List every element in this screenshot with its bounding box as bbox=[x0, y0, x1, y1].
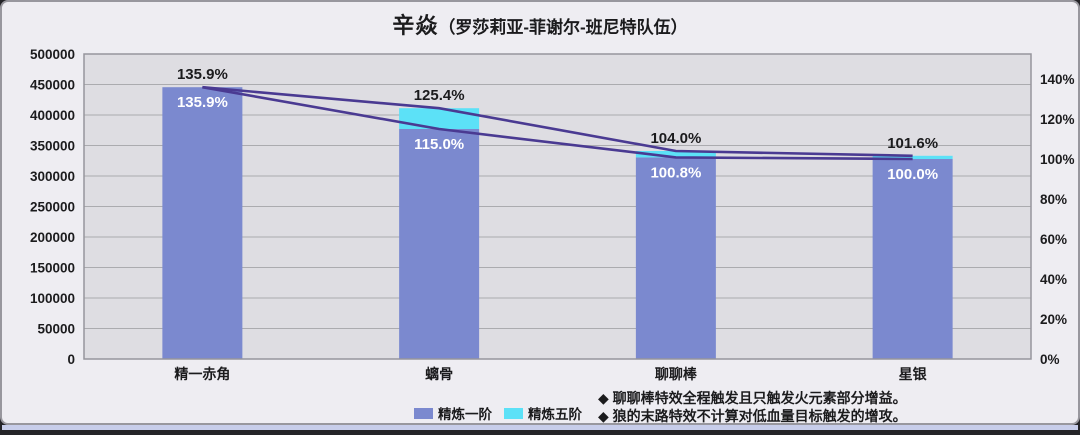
y-axis-tick-left: 200000 bbox=[30, 230, 75, 245]
legend-item-refine-5: 精炼五阶 bbox=[504, 403, 582, 423]
bar-refine-1 bbox=[872, 159, 953, 359]
x-axis-label: 精一赤角 bbox=[174, 366, 230, 382]
footnote-line-2: ◆ 狼的末路特效不计算对低血量目标触发的增攻。 bbox=[598, 408, 907, 424]
window-bottom-edge bbox=[2, 425, 1078, 430]
chart-title: 辛焱（罗莎莉亚-菲谢尔-班尼特队伍） bbox=[2, 8, 1078, 40]
value-label-top: 104.0% bbox=[650, 130, 701, 147]
chart-card: 辛焱（罗莎莉亚-菲谢尔-班尼特队伍） 135.9% 135.9% 精一赤角 125.4… bbox=[0, 0, 1080, 425]
x-axis-label: 聊聊棒 bbox=[655, 366, 698, 382]
y-axis-tick-left: 0 bbox=[67, 352, 75, 367]
y-axis-tick-right: 20% bbox=[1040, 312, 1067, 327]
chart-title-main: 辛焱 bbox=[392, 13, 439, 38]
bar-refine-5-delta bbox=[872, 155, 953, 159]
legend-item-refine-1: 精炼一阶 bbox=[414, 403, 492, 423]
y-axis-tick-left: 50000 bbox=[37, 322, 75, 337]
value-label-top: 101.6% bbox=[887, 135, 938, 152]
legend-label-refine-5: 精炼五阶 bbox=[528, 407, 582, 422]
value-label-inside: 100.0% bbox=[887, 166, 938, 183]
y-axis-tick-left: 150000 bbox=[30, 261, 75, 276]
y-axis-tick-left: 400000 bbox=[30, 108, 75, 123]
chart-footnotes: ◆ 聊聊棒特效全程触发且只触发火元素部分增益。 ◆ 狼的末路特效不计算对低血量目… bbox=[598, 389, 907, 425]
y-axis-tick-left: 300000 bbox=[30, 169, 75, 184]
bar-refine-1 bbox=[635, 157, 716, 359]
line-refine-5 bbox=[202, 85, 913, 158]
bar-refine-1 bbox=[399, 129, 480, 359]
y-axis-tick-left: 250000 bbox=[30, 200, 75, 215]
value-label-inside: 135.9% bbox=[177, 94, 228, 111]
y-axis-tick-left: 100000 bbox=[30, 291, 75, 306]
chart-title-sub: （罗莎莉亚-菲谢尔-班尼特队伍） bbox=[438, 18, 688, 37]
value-label-inside: 100.8% bbox=[650, 164, 701, 181]
y-axis-tick-right: 0% bbox=[1040, 352, 1060, 367]
bar-refine-5-delta bbox=[399, 108, 480, 129]
value-label-top: 135.9% bbox=[177, 66, 228, 83]
y-axis-tick-left: 500000 bbox=[30, 47, 75, 62]
x-axis-label: 星银 bbox=[899, 366, 928, 382]
y-axis-tick-right: 120% bbox=[1040, 112, 1075, 127]
value-label-top: 125.4% bbox=[414, 87, 465, 104]
line-refine-1 bbox=[202, 85, 913, 161]
chart-legend: 精炼一阶 精炼五阶 bbox=[414, 403, 582, 423]
y-axis-tick-right: 140% bbox=[1040, 72, 1075, 87]
y-axis-tick-right: 40% bbox=[1040, 272, 1067, 287]
y-axis-tick-left: 450000 bbox=[30, 78, 75, 93]
bar-refine-1 bbox=[162, 87, 243, 359]
plot-frame bbox=[83, 53, 1032, 360]
value-label-inside: 115.0% bbox=[414, 136, 464, 153]
y-axis-tick-right: 60% bbox=[1040, 232, 1067, 247]
y-axis-tick-right: 100% bbox=[1040, 152, 1075, 167]
legend-label-refine-1: 精炼一阶 bbox=[438, 407, 492, 422]
legend-swatch-refine-5 bbox=[504, 407, 523, 419]
legend-swatch-refine-1 bbox=[414, 407, 433, 419]
y-axis-tick-right: 80% bbox=[1040, 192, 1067, 207]
footnote-line-1: ◆ 聊聊棒特效全程触发且只触发火元素部分增益。 bbox=[598, 390, 907, 406]
x-axis-label: 螭骨 bbox=[425, 366, 453, 382]
bar-refine-5-delta bbox=[635, 151, 716, 158]
y-axis-tick-left: 350000 bbox=[30, 139, 75, 154]
